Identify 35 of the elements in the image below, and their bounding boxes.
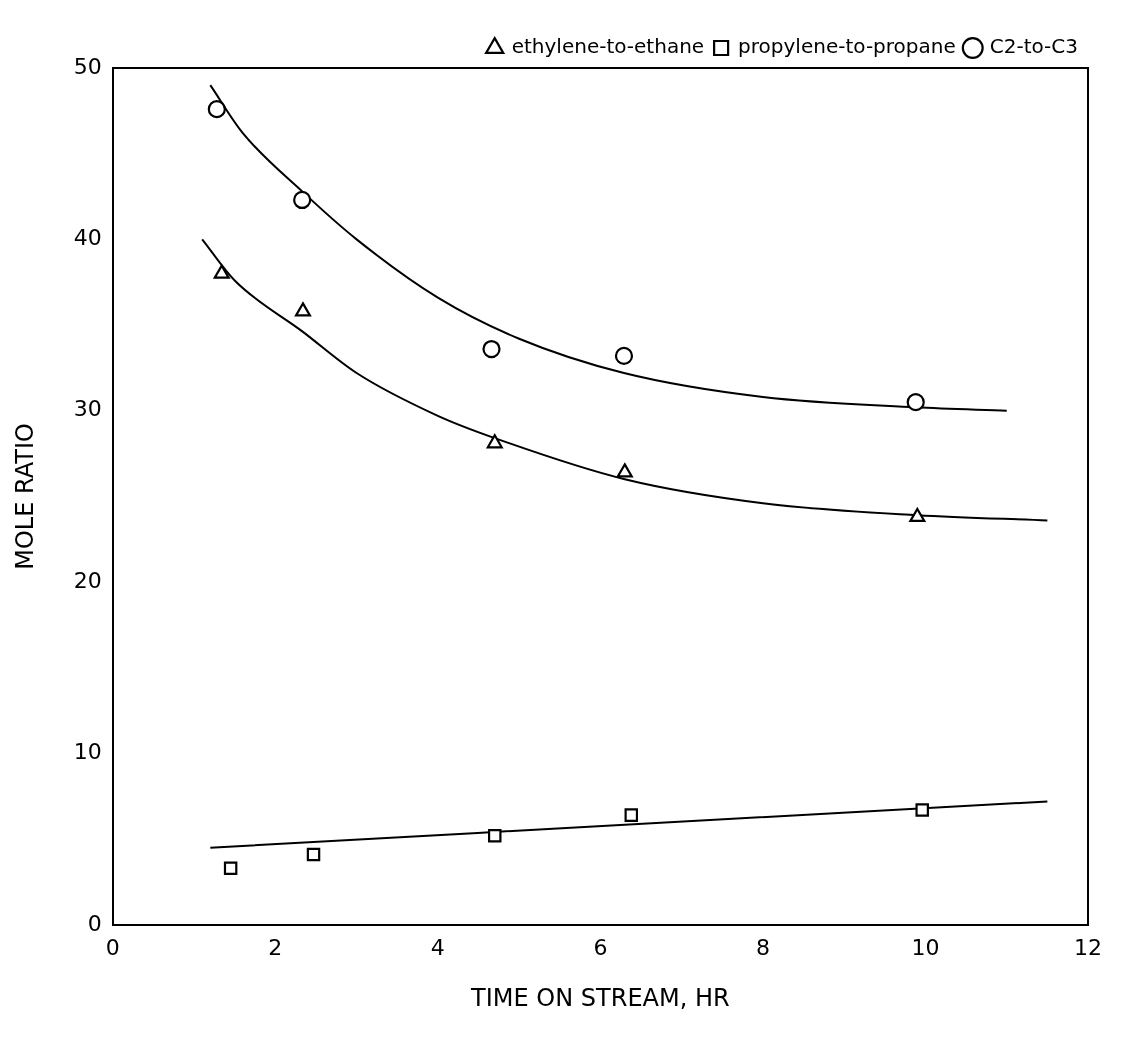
y-tick-label: 30 <box>73 396 102 422</box>
point <box>909 507 926 523</box>
legend-label: C2-to-C3 <box>989 34 1078 59</box>
point <box>624 808 639 822</box>
y-axis-title: MOLE RATIO <box>10 423 39 570</box>
point <box>915 803 929 817</box>
point <box>482 339 501 359</box>
point <box>616 463 633 478</box>
y-tick-label: 20 <box>73 567 102 593</box>
x-tick-label: 0 <box>105 934 120 960</box>
point <box>906 393 925 412</box>
point <box>294 302 311 317</box>
x-tick-label: 12 <box>1074 934 1102 960</box>
y-tick-label: 0 <box>87 910 102 936</box>
point <box>207 100 226 119</box>
point <box>293 190 312 210</box>
y-tick-label: 50 <box>73 53 102 79</box>
x-tick-label: 4 <box>430 934 445 960</box>
line-series <box>209 84 1008 412</box>
point <box>487 828 502 843</box>
point <box>486 434 503 449</box>
point <box>614 346 634 365</box>
x-tick-label: 10 <box>911 934 940 960</box>
point <box>213 264 230 279</box>
x-tick-label: 6 <box>593 934 608 960</box>
point <box>306 847 321 862</box>
y-tick-label: 10 <box>73 739 102 765</box>
x-axis-title: TIME ON STREAM, HR <box>470 983 730 1012</box>
legend-label: ethylene-to-ethane <box>511 34 705 59</box>
point <box>223 861 238 876</box>
legend-label: propylene-to-propane <box>738 34 956 59</box>
x-tick-label: 2 <box>268 934 283 960</box>
y-tick-label: 40 <box>73 225 102 251</box>
line-series <box>201 238 1049 522</box>
x-tick-label: 8 <box>755 934 770 960</box>
